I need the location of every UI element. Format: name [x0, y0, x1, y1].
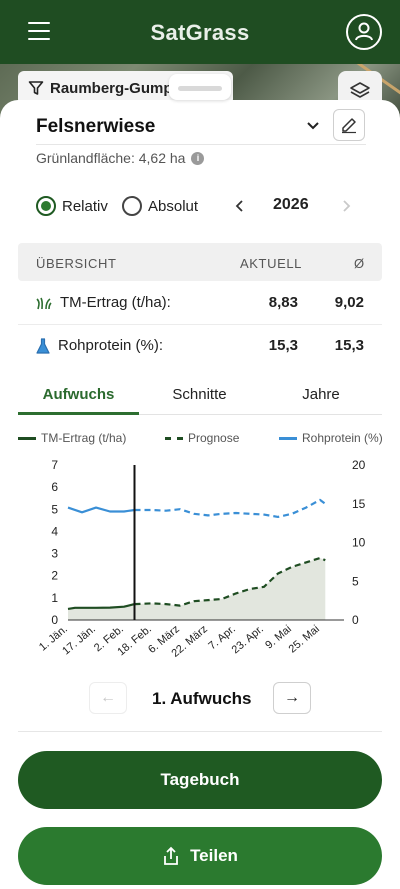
y-right-tick-label: 10 [352, 536, 366, 550]
row-average-value: 15,3 [334, 337, 364, 354]
user-icon [355, 22, 373, 41]
legend-label: Rohprotein (%) [302, 431, 383, 445]
chevron-down-icon [307, 122, 319, 130]
row-label-text: TM-Ertrag (t/ha): [60, 294, 171, 311]
header-average: Ø [354, 256, 365, 271]
layers-icon [350, 82, 370, 98]
y-left-tick-label: 1 [51, 591, 58, 605]
year-next-button [338, 196, 354, 216]
y-left-tick-label: 4 [51, 524, 58, 538]
y-right-tick-label: 20 [352, 458, 366, 472]
y-left-tick-label: 6 [51, 480, 58, 494]
info-icon[interactable]: i [191, 151, 205, 165]
account-button[interactable] [346, 14, 382, 50]
chevron-right-icon [343, 200, 351, 212]
x-tick-label: 25. Mai [287, 623, 322, 655]
share-button-label: Teilen [190, 846, 238, 865]
row-label-text: Rohprotein (%): [58, 337, 164, 354]
y-left-tick-label: 2 [51, 569, 58, 583]
share-icon [164, 846, 178, 865]
yield-area [68, 558, 326, 620]
sheet-drag-handle[interactable] [169, 74, 231, 100]
legend-swatch [165, 436, 183, 440]
legend-item-prognose: Prognose [165, 431, 239, 445]
row-average-value: 9,02 [334, 294, 364, 311]
field-name: Felsnerwiese [36, 116, 156, 137]
x-tick-label: 23. Apr. [230, 623, 266, 656]
app-bar: SatGrass [0, 0, 400, 64]
tab-aufwuchs[interactable]: Aufwuchs [42, 386, 115, 403]
arrow-right-icon: → [284, 689, 300, 706]
prev-growth-button: ← [89, 682, 127, 714]
series-line-rohprotein- [67, 506, 135, 514]
table-row: TM-Ertrag (t/ha): 8,83 9,02 [18, 282, 382, 324]
field-area-text: Grünlandfläche: 4,62 ha [36, 150, 186, 166]
radio-relativ-label: Relativ [62, 197, 108, 215]
legend-swatch [279, 436, 297, 440]
field-area: Grünlandfläche: 4,62 ha i [36, 150, 205, 166]
overview-table-header: ÜBERSICHT AKTUELL Ø [18, 243, 382, 281]
y-right-tick-label: 0 [352, 613, 359, 627]
divider [18, 731, 382, 732]
legend-item-rohprotein: Rohprotein (%) [279, 431, 383, 445]
chevron-left-icon [235, 200, 243, 212]
edit-icon [342, 118, 356, 134]
chart-tabs: Aufwuchs Schnitte Jahre [18, 380, 382, 416]
legend-item-tm-ertrag: TM-Ertrag (t/ha) [18, 431, 126, 445]
radio-selected-icon [36, 196, 56, 216]
arrow-left-icon: ← [100, 689, 116, 706]
radio-absolut[interactable]: Absolut [122, 196, 198, 216]
tab-schnitte[interactable]: Schnitte [172, 386, 227, 403]
y-left-tick-label: 7 [51, 458, 58, 472]
flask-icon [36, 337, 50, 354]
y-left-tick-label: 0 [51, 613, 58, 627]
legend-label: TM-Ertrag (t/ha) [41, 431, 127, 445]
row-divider [18, 324, 382, 325]
tab-jahre[interactable]: Jahre [302, 386, 340, 403]
share-button[interactable]: Teilen [18, 827, 382, 885]
radio-absolut-label: Absolut [148, 197, 199, 215]
y-left-tick-label: 5 [51, 502, 58, 516]
edit-field-button[interactable] [333, 109, 365, 141]
filter-icon [28, 81, 44, 95]
header-uebersicht: ÜBERSICHT [36, 256, 117, 271]
active-tab-indicator [18, 412, 139, 415]
header-aktuell: AKTUELL [240, 256, 303, 271]
radio-relativ[interactable]: Relativ [36, 196, 108, 216]
growth-label: 1. Aufwuchs [152, 689, 252, 708]
row-current-value: 8,83 [268, 294, 298, 311]
legend-label: Prognose [188, 431, 240, 445]
row-label: Rohprotein (%): [36, 337, 163, 354]
next-growth-button[interactable]: → [273, 682, 311, 714]
year-value: 2026 [273, 196, 309, 213]
y-right-tick-label: 5 [352, 574, 359, 588]
table-row: Rohprotein (%): 15,3 15,3 [18, 325, 382, 367]
series-line-tm-ertrag-t-ha- [67, 603, 135, 610]
row-current-value: 15,3 [268, 337, 298, 354]
location-label: Raumberg-Gump [50, 79, 173, 97]
series-line-prognose [134, 556, 326, 607]
radio-unselected-icon [122, 196, 142, 216]
legend-swatch [18, 436, 36, 440]
row-label: TM-Ertrag (t/ha): [36, 294, 171, 311]
diary-button[interactable]: Tagebuch [18, 751, 382, 809]
grass-icon [36, 297, 52, 309]
year-prev-button[interactable] [232, 196, 248, 216]
diary-button-label: Tagebuch [160, 770, 240, 789]
tabs-divider [18, 414, 382, 415]
app-title: SatGrass [150, 20, 250, 45]
y-right-tick-label: 15 [352, 497, 366, 511]
field-select-chevron[interactable] [302, 116, 324, 136]
menu-icon[interactable] [28, 22, 50, 40]
series-line-rohprotein-prognose [134, 498, 326, 519]
y-left-tick-label: 3 [51, 547, 58, 561]
divider [36, 144, 366, 145]
